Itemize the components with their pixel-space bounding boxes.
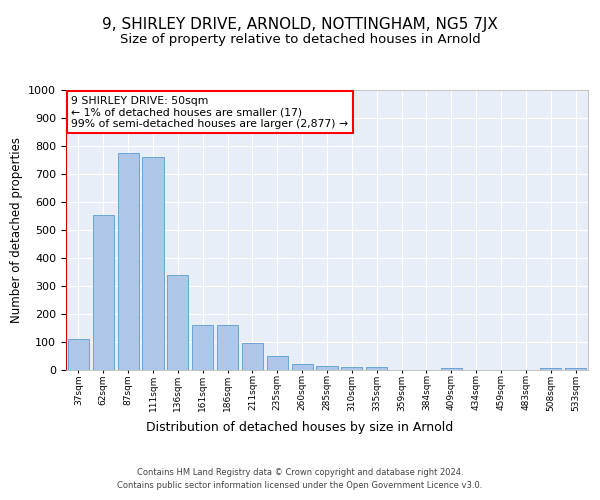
Bar — [192, 325, 213, 370]
Bar — [217, 325, 238, 370]
Text: 9 SHIRLEY DRIVE: 50sqm
← 1% of detached houses are smaller (17)
99% of semi-deta: 9 SHIRLEY DRIVE: 50sqm ← 1% of detached … — [71, 96, 349, 129]
Bar — [242, 344, 263, 370]
Bar — [292, 364, 313, 370]
Text: Distribution of detached houses by size in Arnold: Distribution of detached houses by size … — [146, 421, 454, 434]
Bar — [366, 367, 387, 370]
Text: Size of property relative to detached houses in Arnold: Size of property relative to detached ho… — [119, 32, 481, 46]
Bar — [267, 356, 288, 370]
Bar — [565, 368, 586, 370]
Bar — [316, 366, 338, 370]
Bar — [341, 367, 362, 370]
Bar — [68, 339, 89, 370]
Bar — [167, 275, 188, 370]
Bar — [441, 368, 462, 370]
Y-axis label: Number of detached properties: Number of detached properties — [10, 137, 23, 323]
Text: Contains HM Land Registry data © Crown copyright and database right 2024.: Contains HM Land Registry data © Crown c… — [137, 468, 463, 477]
Bar — [93, 214, 114, 370]
Bar — [540, 368, 561, 370]
Bar — [142, 157, 164, 370]
Bar — [118, 153, 139, 370]
Text: Contains public sector information licensed under the Open Government Licence v3: Contains public sector information licen… — [118, 482, 482, 490]
Text: 9, SHIRLEY DRIVE, ARNOLD, NOTTINGHAM, NG5 7JX: 9, SHIRLEY DRIVE, ARNOLD, NOTTINGHAM, NG… — [102, 18, 498, 32]
